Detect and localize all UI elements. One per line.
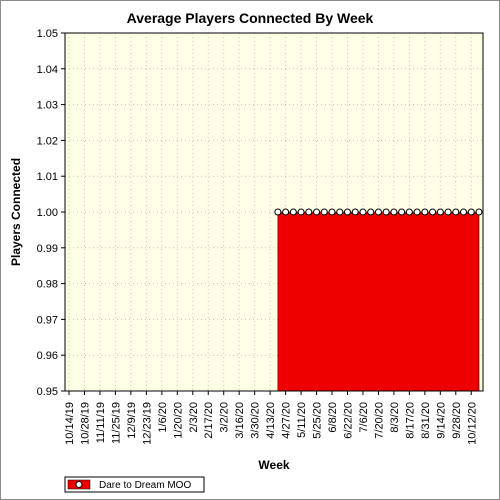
data-point	[452, 208, 460, 216]
x-tick-label: 3/16/20	[234, 402, 246, 439]
x-tick-label: 12/9/19	[126, 402, 138, 439]
x-tick-label: 2/3/20	[188, 402, 200, 433]
y-tick-label: 1.03	[37, 100, 58, 112]
data-point	[351, 208, 359, 216]
x-tick-label: 5/11/20	[296, 402, 308, 438]
data-point	[313, 208, 321, 216]
data-point	[475, 208, 483, 216]
y-tick-label: 1.02	[37, 135, 58, 147]
x-tick-label: 8/31/20	[420, 402, 432, 439]
data-point	[413, 208, 421, 216]
legend-label: Dare to Dream MOO	[99, 480, 191, 491]
data-point	[444, 208, 452, 216]
x-tick-label: 1/20/20	[172, 402, 184, 439]
y-tick-label: 1.01	[37, 171, 58, 183]
y-tick-label: 0.96	[37, 350, 58, 362]
x-tick-label: 4/27/20	[281, 402, 293, 439]
data-point	[297, 208, 305, 216]
x-tick-label: 9/28/20	[451, 402, 463, 439]
y-tick-label: 0.97	[37, 314, 58, 326]
x-tick-label: 7/20/20	[373, 402, 385, 439]
legend: Dare to Dream MOO	[64, 476, 205, 493]
x-tick-label: 5/25/20	[312, 402, 324, 439]
y-tick-label: 0.98	[37, 279, 58, 291]
x-tick-label: 1/6/20	[157, 402, 169, 433]
x-tick-label: 11/25/19	[110, 402, 122, 444]
data-point	[367, 208, 375, 216]
data-point	[274, 208, 282, 216]
y-tick-label: 1.00	[37, 207, 58, 219]
y-tick-label: 1.04	[37, 64, 58, 76]
data-point	[460, 208, 468, 216]
x-tick-label: 9/14/20	[435, 402, 447, 439]
data-point	[289, 208, 297, 216]
x-tick-label: 11/11/19	[95, 402, 107, 443]
data-point	[374, 208, 382, 216]
data-point	[421, 208, 429, 216]
data-point	[305, 208, 313, 216]
y-tick-label: 0.95	[37, 386, 58, 398]
data-point	[390, 208, 398, 216]
x-tick-label: 10/12/20	[466, 402, 478, 445]
legend-box	[64, 476, 205, 493]
data-point	[320, 208, 328, 216]
x-axis-label: Week	[258, 458, 289, 472]
series-layer	[274, 208, 483, 392]
series-area	[277, 211, 480, 392]
y-tick-label: 0.99	[37, 243, 58, 255]
x-tick-label: 2/17/20	[203, 402, 215, 439]
legend-marker	[75, 481, 83, 488]
chart-title: Average Players Connected By Week	[127, 10, 374, 26]
x-tick-label: 3/2/20	[219, 402, 231, 433]
x-tick-label: 8/17/20	[404, 402, 416, 439]
data-point	[343, 208, 351, 216]
x-axis: 10/14/19 10/28/19 11/11/19 11/25/19 12/9/19 1…	[64, 391, 478, 445]
data-point	[328, 208, 336, 216]
x-tick-label: 10/14/19	[64, 402, 76, 445]
data-point	[436, 208, 444, 216]
data-point	[282, 208, 290, 216]
x-tick-label: 12/23/19	[141, 402, 153, 445]
x-tick-label: 3/30/20	[250, 402, 262, 439]
x-tick-label: 10/28/19	[79, 402, 91, 445]
x-tick-label: 7/6/20	[358, 402, 370, 433]
data-point	[467, 208, 475, 216]
x-tick-label: 8/3/20	[389, 402, 401, 433]
x-tick-label: 6/22/20	[342, 402, 354, 439]
x-tick-label: 4/13/20	[265, 402, 277, 439]
data-point	[359, 208, 367, 216]
data-point	[398, 208, 406, 216]
data-point	[382, 208, 390, 216]
data-point	[336, 208, 344, 216]
y-axis: 0.95 0.96 0.97 0.98 0.99 1.00 1.01 1.02 1.03 1.04…	[37, 28, 65, 398]
x-tick-label: 6/8/20	[327, 402, 339, 433]
y-axis-label: Players Connected	[9, 158, 23, 266]
data-point	[429, 208, 437, 216]
y-tick-label: 1.05	[37, 28, 58, 40]
data-point	[405, 208, 413, 216]
